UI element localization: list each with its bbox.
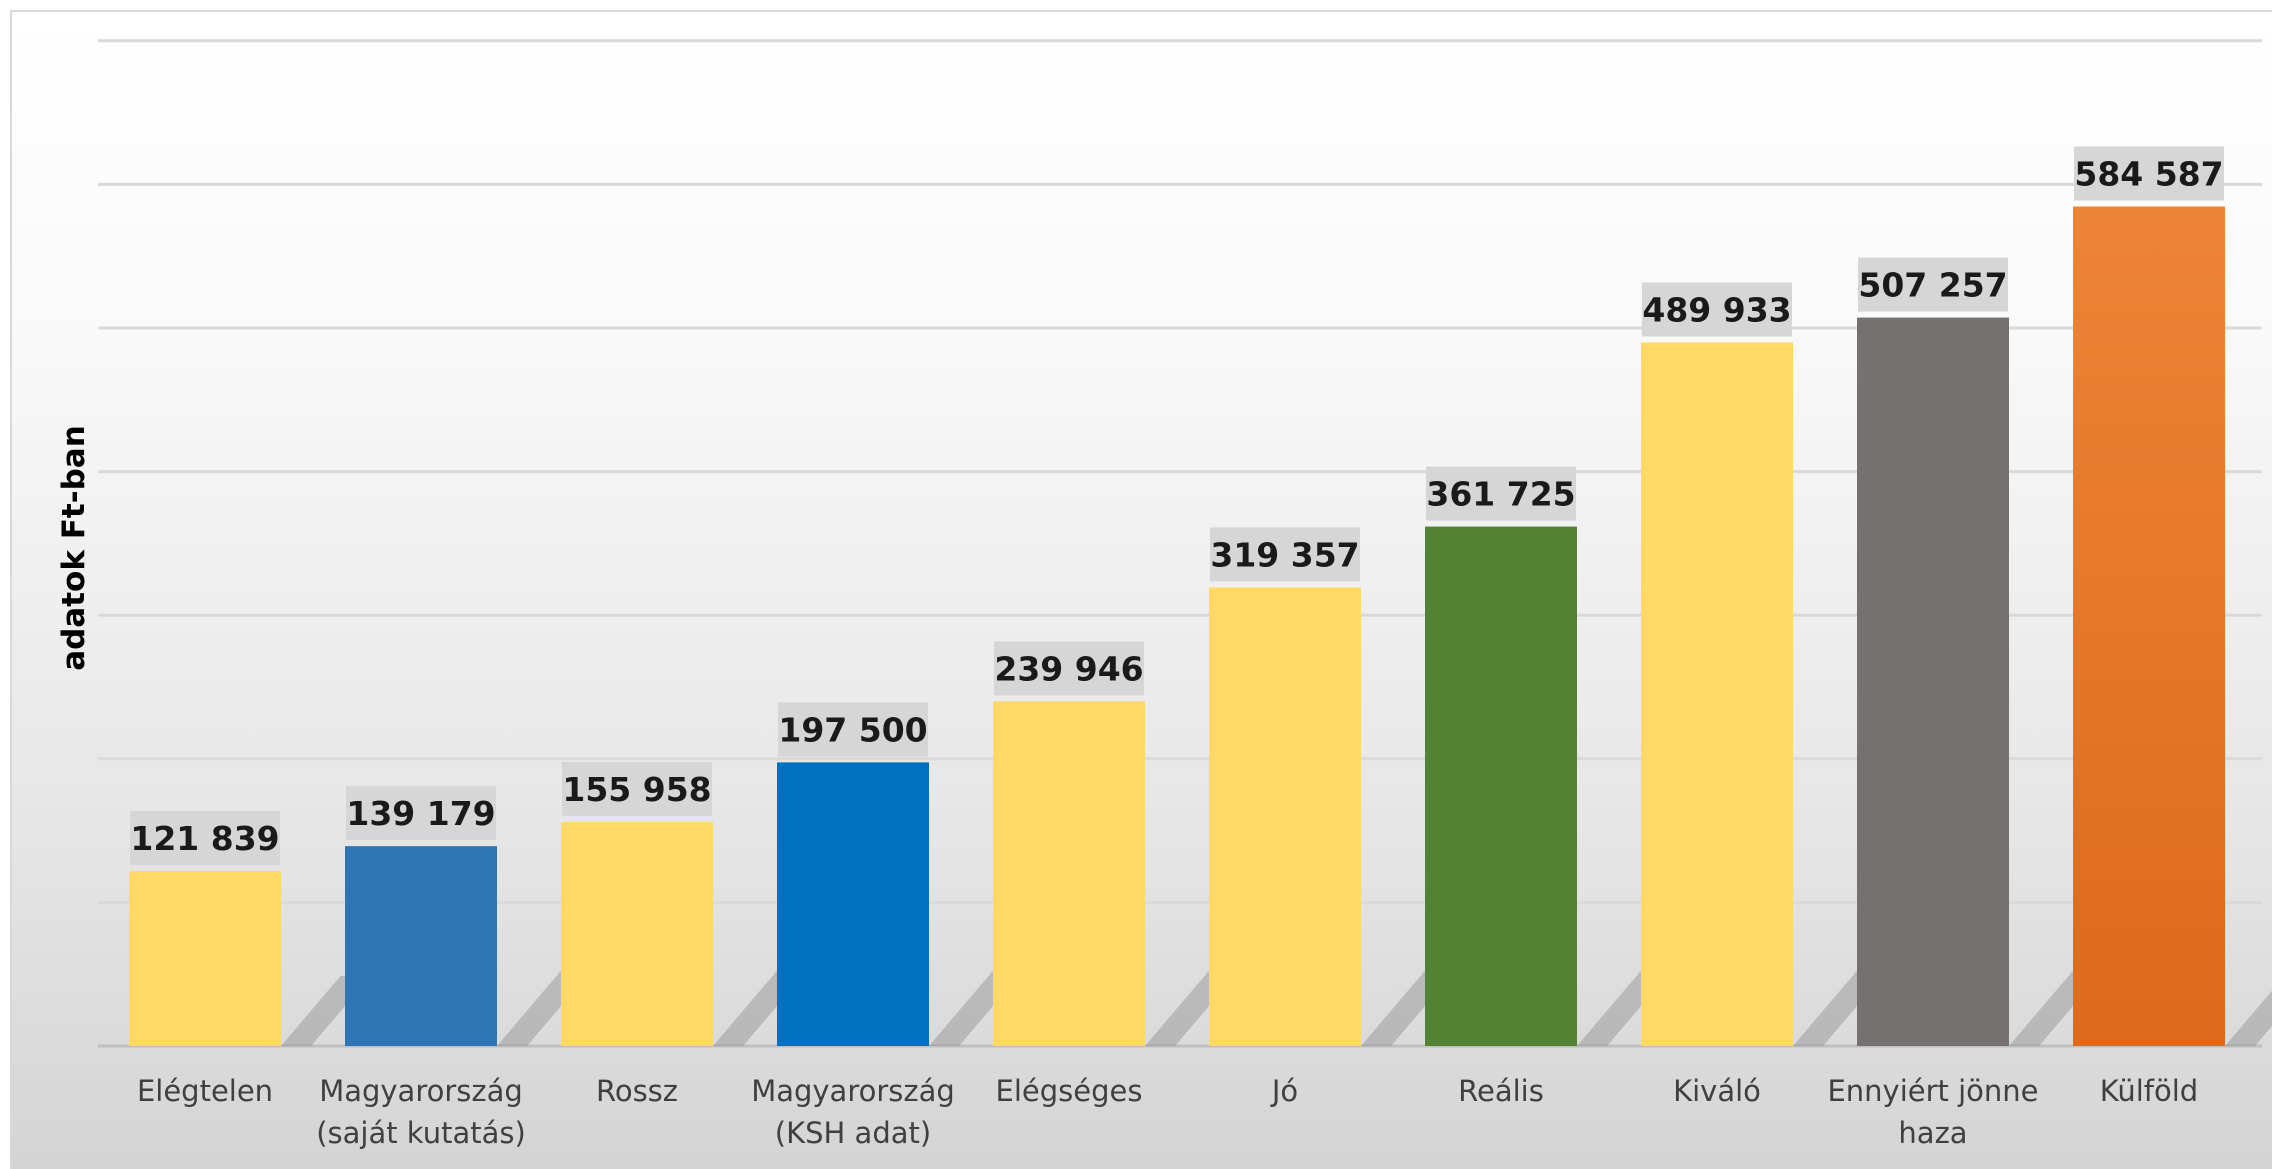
bar — [2073, 206, 2225, 1046]
value-label-background — [562, 762, 712, 817]
bars — [129, 206, 2225, 1047]
category-label: Reális — [1458, 1074, 1544, 1108]
bar — [777, 762, 929, 1046]
value-label-background — [1642, 282, 1792, 337]
bar — [1209, 587, 1361, 1046]
bar — [993, 701, 1145, 1046]
value-label: 239 946 — [994, 649, 1143, 688]
category-label: Magyarország (KSH adat) — [751, 1074, 955, 1150]
bar — [129, 871, 281, 1046]
value-label: 197 500 — [778, 710, 927, 749]
bar — [345, 846, 497, 1046]
y-axis-label: adatok Ft-ban — [56, 425, 92, 671]
bar — [1425, 526, 1577, 1046]
value-label: 319 357 — [1210, 535, 1359, 574]
category-label: Elégséges — [996, 1074, 1143, 1108]
value-label: 489 933 — [1642, 290, 1791, 329]
value-label-background — [130, 811, 280, 866]
value-labels: 121 839 139 179 155 958 197 500 239 946 319 3… — [130, 146, 2224, 866]
value-label-background — [778, 702, 928, 757]
category-label: Elégtelen — [137, 1074, 273, 1108]
value-label: 155 958 — [562, 770, 711, 809]
value-label-background — [1858, 257, 2008, 312]
value-label: 361 725 — [1426, 475, 1575, 514]
category-label: Ennyiért jönne haza — [1827, 1074, 2038, 1150]
value-label: 507 257 — [1858, 266, 2007, 305]
bar — [1641, 342, 1793, 1047]
value-label-background — [346, 786, 496, 841]
value-label: 121 839 — [130, 819, 279, 858]
bar — [561, 822, 713, 1046]
value-label: 584 587 — [2074, 155, 2223, 194]
bar — [1857, 317, 2009, 1046]
value-label: 139 179 — [346, 794, 495, 833]
value-label-background — [2074, 146, 2224, 201]
category-label: Jó — [1270, 1074, 1298, 1108]
category-labels: Elégtelen Magyarország (saját kutatás) Ross… — [137, 1074, 2198, 1150]
value-label-background — [994, 641, 1144, 696]
value-label-background — [1426, 466, 1576, 521]
category-label: Rossz — [596, 1074, 678, 1108]
category-label: Kiváló — [1673, 1074, 1761, 1108]
value-label-background — [1210, 527, 1360, 582]
category-label: Külföld — [2100, 1074, 2198, 1108]
bar-shadow — [2225, 990, 2272, 1046]
category-label: Magyarország (saját kutatás) — [316, 1074, 526, 1150]
